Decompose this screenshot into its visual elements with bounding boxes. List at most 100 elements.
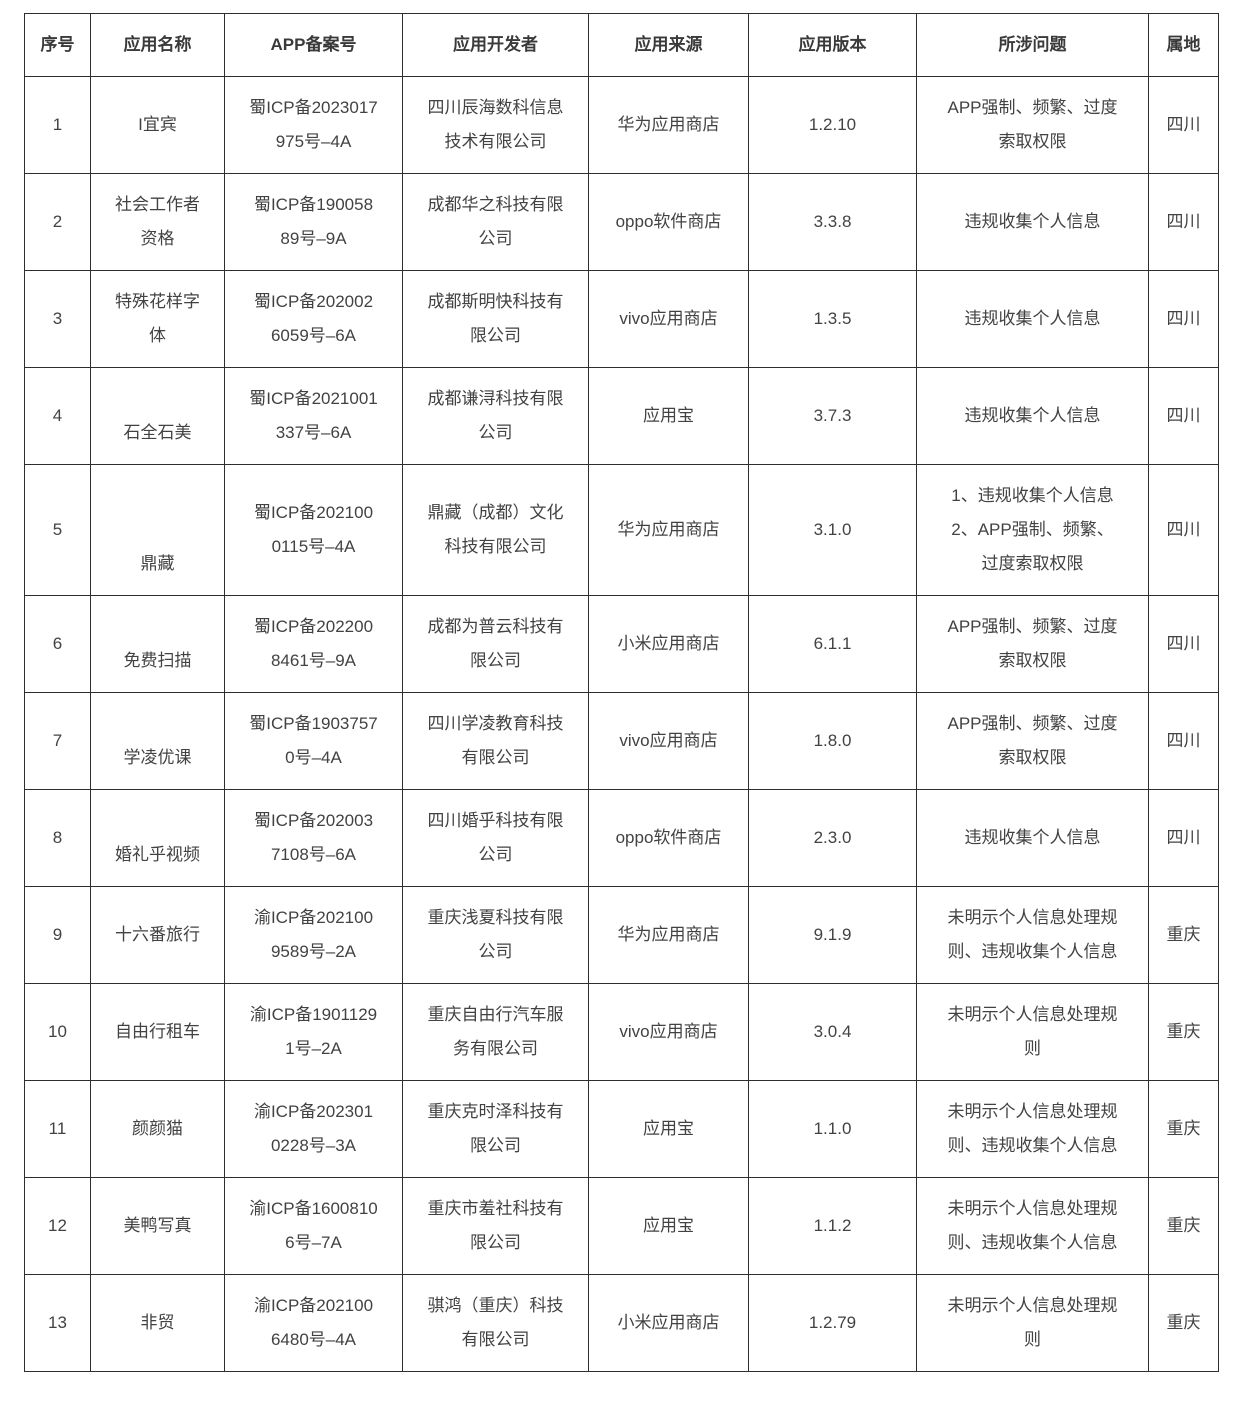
table-row: 4 石全石美 蜀ICP备2021001 337号–6A 成都谦浔科技有限 公司 应用宝… <box>24 367 1219 465</box>
cell-developer: 鼎藏（成都）文化 科技有限公司 <box>402 464 589 596</box>
cell-reg: 渝ICP备202301 0228号–3A <box>224 1080 403 1178</box>
cell-name: 婚礼乎视频 <box>90 789 225 887</box>
cell-developer: 重庆克时泽科技有 限公司 <box>402 1080 589 1178</box>
table-row: 5 鼎藏 蜀ICP备202100 0115号–4A 鼎藏（成都）文化 科技有限公司华… <box>24 464 1219 596</box>
cell-source: 华为应用商店 <box>588 464 749 596</box>
cell-index: 5 <box>24 464 91 596</box>
cell-name: 十六番旅行 <box>90 886 225 984</box>
cell-version: 9.1.9 <box>748 886 917 984</box>
cell-version: 3.0.4 <box>748 983 917 1081</box>
cell-reg: 渝ICP备202100 6480号–4A <box>224 1274 403 1372</box>
table-row: 1 I宜宾 蜀ICP备2023017 975号–4A 四川辰海数科信息 技术有限公司华… <box>24 76 1219 174</box>
table-row: 8 婚礼乎视频 蜀ICP备202003 7108号–6A 四川婚乎科技有限 公司 op… <box>24 789 1219 887</box>
cell-developer: 重庆市羞社科技有 限公司 <box>402 1177 589 1275</box>
column-header-name: 应用名称 <box>90 13 225 77</box>
cell-region: 重庆 <box>1148 886 1219 984</box>
cell-reg: 渝ICP备1901129 1号–2A <box>224 983 403 1081</box>
cell-developer: 四川学凌教育科技 有限公司 <box>402 692 589 790</box>
cell-index: 11 <box>24 1080 91 1178</box>
cell-reg: 渝ICP备1600810 6号–7A <box>224 1177 403 1275</box>
cell-name: 颜颜猫 <box>90 1080 225 1178</box>
cell-reg: 蜀ICP备202100 0115号–4A <box>224 464 403 596</box>
cell-region: 四川 <box>1148 270 1219 368</box>
cell-issues: 违规收集个人信息 <box>916 173 1149 271</box>
cell-name: 社会工作者 资格 <box>90 173 225 271</box>
cell-version: 3.1.0 <box>748 464 917 596</box>
cell-source: 华为应用商店 <box>588 886 749 984</box>
cell-version: 1.1.0 <box>748 1080 917 1178</box>
column-header-source: 应用来源 <box>588 13 749 77</box>
cell-name: I宜宾 <box>90 76 225 174</box>
cell-name: 石全石美 <box>90 367 225 465</box>
cell-issues: 1、违规收集个人信息 2、APP强制、频繁、 过度索取权限 <box>916 464 1149 596</box>
cell-issues: 未明示个人信息处理规 则、违规收集个人信息 <box>916 1177 1149 1275</box>
cell-index: 10 <box>24 983 91 1081</box>
cell-issues: APP强制、频繁、过度 索取权限 <box>916 692 1149 790</box>
cell-name: 学凌优课 <box>90 692 225 790</box>
column-header-index: 序号 <box>24 13 91 77</box>
cell-region: 重庆 <box>1148 1080 1219 1178</box>
table-row: 3 特殊花样字 体蜀ICP备202002 6059号–6A 成都斯明快科技有 限公司… <box>24 270 1219 368</box>
cell-index: 12 <box>24 1177 91 1275</box>
cell-developer: 成都为普云科技有 限公司 <box>402 595 589 693</box>
cell-version: 6.1.1 <box>748 595 917 693</box>
column-header-issues: 所涉问题 <box>916 13 1149 77</box>
cell-name: 免费扫描 <box>90 595 225 693</box>
cell-version: 1.1.2 <box>748 1177 917 1275</box>
cell-source: vivo应用商店 <box>588 692 749 790</box>
cell-source: vivo应用商店 <box>588 270 749 368</box>
cell-developer: 重庆浅夏科技有限 公司 <box>402 886 589 984</box>
cell-region: 重庆 <box>1148 983 1219 1081</box>
table-row: 9 十六番旅行 渝ICP备202100 9589号–2A 重庆浅夏科技有限 公司 华为应… <box>24 886 1219 984</box>
cell-reg: 蜀ICP备202003 7108号–6A <box>224 789 403 887</box>
cell-source: vivo应用商店 <box>588 983 749 1081</box>
cell-name: 特殊花样字 体 <box>90 270 225 368</box>
cell-version: 1.2.10 <box>748 76 917 174</box>
cell-reg: 蜀ICP备2023017 975号–4A <box>224 76 403 174</box>
cell-version: 2.3.0 <box>748 789 917 887</box>
cell-index: 3 <box>24 270 91 368</box>
cell-issues: 未明示个人信息处理规 则 <box>916 1274 1149 1372</box>
cell-issues: 违规收集个人信息 <box>916 367 1149 465</box>
cell-region: 重庆 <box>1148 1274 1219 1372</box>
cell-region: 四川 <box>1148 76 1219 174</box>
cell-index: 8 <box>24 789 91 887</box>
table-row: 6 免费扫描 蜀ICP备202200 8461号–9A 成都为普云科技有 限公司 小米… <box>24 595 1219 693</box>
cell-reg: 渝ICP备202100 9589号–2A <box>224 886 403 984</box>
cell-version: 1.3.5 <box>748 270 917 368</box>
cell-index: 4 <box>24 367 91 465</box>
cell-index: 1 <box>24 76 91 174</box>
table-row: 11 颜颜猫 渝ICP备202301 0228号–3A 重庆克时泽科技有 限公司 应用宝… <box>24 1080 1219 1178</box>
column-header-version: 应用版本 <box>748 13 917 77</box>
column-header-developer: 应用开发者 <box>402 13 589 77</box>
table-header-row: 序号 应用名称 APP备案号 应用开发者 应用来源 应用版本 所涉问题 属地 <box>24 13 1219 77</box>
cell-issues: 违规收集个人信息 <box>916 270 1149 368</box>
cell-source: 应用宝 <box>588 1080 749 1178</box>
table-row: 7 学凌优课 蜀ICP备1903757 0号–4A 四川学凌教育科技 有限公司 viv… <box>24 692 1219 790</box>
app-privacy-violation-table: 序号 应用名称 APP备案号 应用开发者 应用来源 应用版本 所涉问题 属地 1 I宜宾 蜀ICP… <box>24 13 1219 1372</box>
cell-region: 四川 <box>1148 692 1219 790</box>
cell-version: 1.8.0 <box>748 692 917 790</box>
table-row: 12 美鸭写真 渝ICP备1600810 6号–7A 重庆市羞社科技有 限公司 应用宝 1… <box>24 1177 1219 1275</box>
cell-source: oppo软件商店 <box>588 173 749 271</box>
cell-reg: 蜀ICP备202200 8461号–9A <box>224 595 403 693</box>
cell-developer: 成都华之科技有限 公司 <box>402 173 589 271</box>
cell-index: 13 <box>24 1274 91 1372</box>
cell-index: 7 <box>24 692 91 790</box>
cell-issues: 未明示个人信息处理规 则 <box>916 983 1149 1081</box>
cell-source: 应用宝 <box>588 367 749 465</box>
column-header-reg: APP备案号 <box>224 13 403 77</box>
table-row: 13 非贸 渝ICP备202100 6480号–4A 骐鸿（重庆）科技 有限公司 小米应… <box>24 1274 1219 1372</box>
cell-reg: 蜀ICP备2021001 337号–6A <box>224 367 403 465</box>
cell-source: 小米应用商店 <box>588 595 749 693</box>
cell-name: 鼎藏 <box>90 464 225 596</box>
cell-version: 3.3.8 <box>748 173 917 271</box>
cell-index: 9 <box>24 886 91 984</box>
cell-version: 3.7.3 <box>748 367 917 465</box>
cell-developer: 四川婚乎科技有限 公司 <box>402 789 589 887</box>
cell-developer: 成都斯明快科技有 限公司 <box>402 270 589 368</box>
cell-developer: 骐鸿（重庆）科技 有限公司 <box>402 1274 589 1372</box>
cell-region: 四川 <box>1148 789 1219 887</box>
cell-reg: 蜀ICP备190058 89号–9A <box>224 173 403 271</box>
cell-issues: 违规收集个人信息 <box>916 789 1149 887</box>
